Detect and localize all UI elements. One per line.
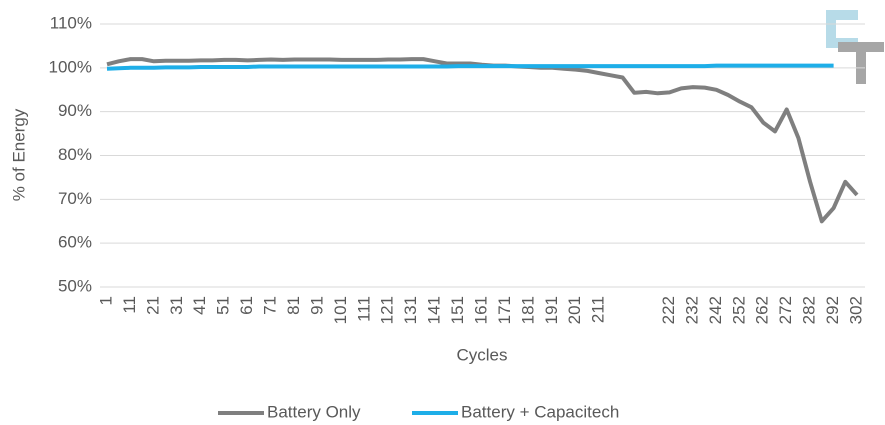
- x-tick-label: 272: [776, 296, 795, 324]
- x-tick-label: 262: [753, 296, 772, 324]
- x-axis-title: Cycles: [456, 345, 507, 364]
- x-tick-label: 11: [120, 296, 139, 314]
- series-line: [106, 63, 834, 71]
- legend-label: Battery + Capacitech: [461, 402, 619, 421]
- x-tick-label: 181: [518, 296, 537, 324]
- x-tick-label: 161: [471, 296, 490, 324]
- x-tick-label: 302: [846, 296, 865, 324]
- x-tick-label: 141: [425, 296, 444, 324]
- y-tick-label: 60%: [58, 233, 92, 252]
- logo-t: [838, 42, 884, 84]
- x-tick-label: 81: [284, 296, 303, 315]
- x-tick-label: 31: [167, 296, 186, 315]
- x-tick-label: 211: [589, 296, 608, 323]
- x-tick-label: 1: [96, 296, 115, 305]
- x-tick-label: 131: [401, 296, 420, 324]
- x-tick-label: 151: [448, 296, 467, 324]
- x-tick-label: 41: [190, 296, 209, 315]
- logo-c: [826, 10, 858, 48]
- series-line: [106, 57, 859, 224]
- x-tick-label: 21: [143, 296, 162, 315]
- legend-label: Battery Only: [267, 402, 361, 421]
- y-tick-label: 70%: [58, 189, 92, 208]
- x-tick-label: 232: [682, 296, 701, 324]
- x-tick-label: 201: [565, 296, 584, 324]
- x-tick-label: 101: [331, 296, 350, 324]
- y-tick-label: 90%: [58, 101, 92, 120]
- x-tick-label: 222: [659, 296, 678, 324]
- x-tick-label: 111: [354, 296, 373, 322]
- x-tick-label: 252: [729, 296, 748, 324]
- y-tick-label: 100%: [49, 57, 92, 76]
- y-axis-title: % of Energy: [9, 108, 28, 201]
- x-tick-label: 71: [261, 296, 280, 315]
- logo: [826, 10, 884, 84]
- x-tick-label: 242: [706, 296, 725, 324]
- x-tick-label: 191: [542, 296, 561, 324]
- y-tick-label: 50%: [58, 276, 92, 295]
- x-tick-label: 91: [307, 296, 326, 315]
- y-tick-label: 80%: [58, 145, 92, 164]
- x-tick-label: 171: [495, 296, 514, 324]
- x-tick-label: 282: [800, 296, 819, 324]
- x-tick-label: 61: [237, 296, 256, 315]
- y-tick-label: 110%: [50, 13, 92, 32]
- x-tick-label: 121: [378, 296, 397, 324]
- x-tick-label: 51: [214, 296, 233, 315]
- x-tick-label: 292: [823, 296, 842, 324]
